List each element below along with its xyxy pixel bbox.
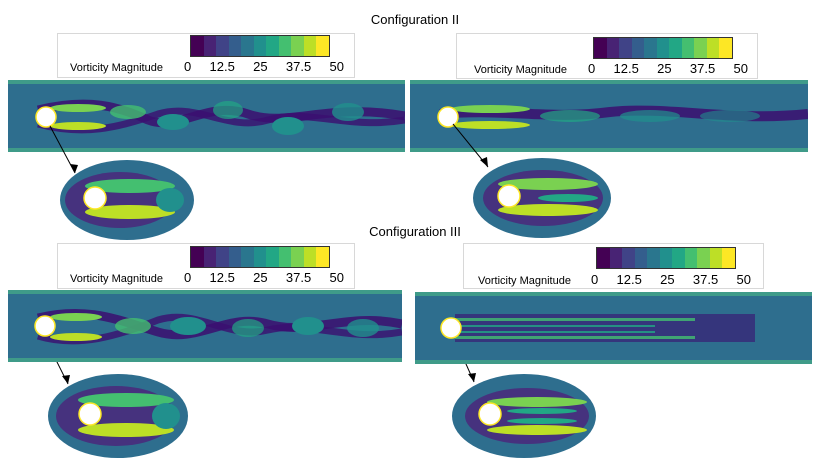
tick-label: 0 [591,272,599,287]
colorbar [190,35,330,57]
tick-label: 50 [733,61,748,76]
config-iii-title: Configuration III [369,224,461,239]
legend-top-left: Vorticity Magnitude 0 12.5 25 37.5 50 [57,33,355,78]
tick-label: 25 [253,270,268,285]
colorbar-swatch [216,36,229,56]
colorbar-swatch [241,247,254,267]
tick-label: 50 [329,270,344,285]
tick-label: 12.5 [209,270,235,285]
colorbar-swatch [278,36,292,56]
vorticity-panel-bottom-left [8,290,402,362]
colorbar-swatch [203,36,217,56]
colorbar-swatch [278,247,292,267]
contour-plot [8,80,405,152]
colorbar-swatch [619,38,632,58]
tick-label: 25 [660,272,675,287]
legend-label: Vorticity Magnitude [70,273,163,285]
tick-label: 12.5 [209,59,235,74]
config-ii-title: Configuration II [370,12,460,27]
colorbar-swatch [228,36,242,56]
colorbar-swatch [291,36,304,56]
colorbar-swatch [291,247,304,267]
colorbar-ticks: 0 12.5 25 37.5 50 [184,59,344,74]
colorbar-swatch [191,247,204,267]
tick-label: 37.5 [689,61,716,76]
colorbar-swatch [597,248,610,268]
tick-label: 50 [329,59,344,74]
tick-label: 37.5 [692,272,719,287]
colorbar-swatch [266,247,279,267]
legend-bottom-right: Vorticity Magnitude 0 12.5 25 37.5 50 [463,243,764,289]
colorbar [593,37,733,59]
zoom-plot [473,158,611,238]
colorbar-swatch [706,38,720,58]
zoom-plot [48,374,188,458]
colorbar-swatch [609,248,623,268]
legend-bottom-left: Vorticity Magnitude 0 12.5 25 37.5 50 [57,243,355,289]
colorbar-swatch [266,36,279,56]
colorbar-swatch [606,38,620,58]
colorbar-swatch [719,38,733,58]
colorbar-swatch [647,248,660,268]
colorbar-swatch [659,248,673,268]
tick-label: 37.5 [285,270,312,285]
colorbar-swatch [656,38,670,58]
colorbar-swatch [681,38,695,58]
colorbar-ticks: 0 12.5 25 37.5 50 [588,61,748,76]
zoom-ellipse-top-right [473,158,611,238]
colorbar-ticks: 0 12.5 25 37.5 50 [591,272,751,287]
colorbar-swatch [191,36,204,56]
vorticity-panel-top-left [8,80,405,152]
colorbar-swatch [253,247,267,267]
colorbar-swatch [672,248,685,268]
colorbar [596,247,736,269]
colorbar-swatch [622,248,635,268]
colorbar-swatch [253,36,267,56]
tick-label: 37.5 [285,59,312,74]
tick-label: 50 [736,272,751,287]
legend-label: Vorticity Magnitude [478,275,571,287]
colorbar-ticks: 0 12.5 25 37.5 50 [184,270,344,285]
colorbar-swatch [634,248,648,268]
colorbar-swatch [203,247,217,267]
tick-label: 0 [184,59,192,74]
legend-top-right: Vorticity Magnitude 0 12.5 25 37.5 50 [456,33,758,79]
zoom-plot [452,374,596,458]
zoom-ellipse-top-left [60,160,195,240]
colorbar-swatch [694,38,707,58]
colorbar-swatch [697,248,710,268]
zoom-ellipse-bottom-left [48,374,188,458]
colorbar-swatch [241,36,254,56]
colorbar [190,246,330,268]
tick-label: 0 [184,270,192,285]
contour-plot [410,80,808,152]
colorbar-swatch [722,248,736,268]
zoom-ellipse-bottom-right [452,374,597,458]
tick-label: 12.5 [616,272,642,287]
colorbar-swatch [684,248,698,268]
contour-plot [8,290,402,362]
colorbar-swatch [644,38,657,58]
colorbar-swatch [316,36,330,56]
vorticity-panel-bottom-right [415,292,812,364]
legend-label: Vorticity Magnitude [474,64,567,76]
legend-label: Vorticity Magnitude [70,62,163,74]
colorbar-swatch [216,247,229,267]
colorbar-swatch [669,38,682,58]
tick-label: 25 [657,61,672,76]
tick-label: 0 [588,61,596,76]
colorbar-swatch [709,248,723,268]
vorticity-panel-top-right [410,80,808,152]
contour-plot [415,292,812,364]
zoom-plot [60,160,194,240]
colorbar-swatch [631,38,645,58]
tick-label: 25 [253,59,268,74]
colorbar-swatch [303,36,317,56]
colorbar-swatch [316,247,330,267]
tick-label: 12.5 [613,61,639,76]
colorbar-swatch [594,38,607,58]
colorbar-swatch [228,247,242,267]
colorbar-swatch [303,247,317,267]
